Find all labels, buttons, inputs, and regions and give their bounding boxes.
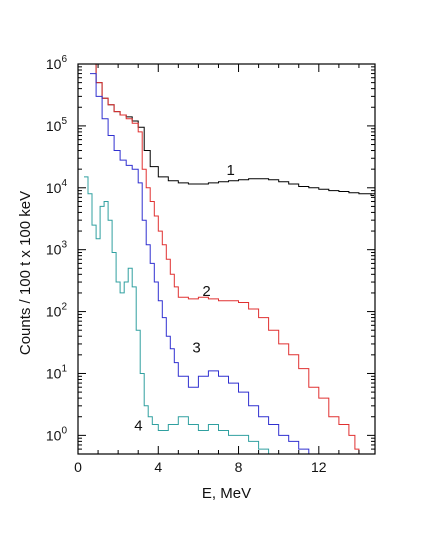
y-tick-label: 106	[46, 54, 68, 72]
y-tick-label: 103	[46, 240, 68, 258]
series-2-line	[90, 63, 362, 455]
x-axis-title: E, MeV	[202, 485, 251, 502]
series-4-line	[84, 176, 272, 455]
y-tick-label: 100	[46, 425, 68, 443]
curves-group: 1 2 3 4	[84, 63, 374, 455]
curve-label-3: 3	[192, 339, 200, 356]
y-tick-label: 105	[46, 116, 68, 134]
x-tick-label: 4	[154, 459, 162, 475]
y-tick-label: 104	[46, 178, 68, 196]
series-3-line	[90, 73, 312, 455]
curve-label-2: 2	[202, 283, 210, 300]
x-tick-label: 0	[74, 459, 82, 475]
x-tick-label: 8	[235, 459, 243, 475]
y-tick-label: 102	[46, 302, 68, 320]
curve-label-1: 1	[227, 162, 235, 179]
y-axis-title: Counts / 100 t x 100 keV	[17, 191, 34, 355]
plot-frame	[77, 63, 376, 455]
curve-label-4: 4	[134, 417, 142, 434]
y-tick-label: 101	[46, 363, 68, 381]
x-tick-label: 12	[311, 459, 327, 475]
